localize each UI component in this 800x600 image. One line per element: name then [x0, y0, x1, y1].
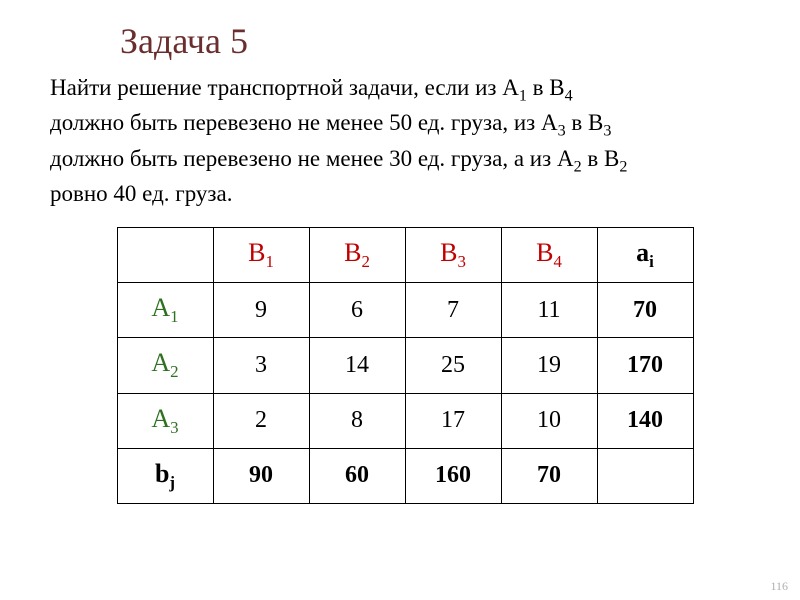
cell-ai: 70 [597, 283, 693, 338]
sub-a1: 1 [519, 75, 527, 100]
problem-line-3: должно быть перевезено не менее 30 ед. г… [50, 146, 574, 171]
problem-line-1b: в В [527, 75, 565, 100]
sub-a3: 3 [558, 110, 566, 135]
row-header-a2: А2 [117, 338, 213, 393]
row-header-a1: А1 [117, 283, 213, 338]
cell-bj: 90 [213, 448, 309, 503]
table-row: А2 3 14 25 19 170 [117, 338, 693, 393]
sub-b2: 2 [619, 146, 627, 171]
empty-corner [117, 227, 213, 282]
col-header-b3: В3 [405, 227, 501, 282]
cell: 6 [309, 283, 405, 338]
table-row: А3 2 8 17 10 140 [117, 393, 693, 448]
problem-text: Найти решение транспортной задачи, если … [50, 72, 760, 209]
sub-b3: 3 [603, 110, 611, 135]
table-row: А1 9 6 7 11 70 [117, 283, 693, 338]
col-header-b4: В4 [501, 227, 597, 282]
problem-line-2: должно быть перевезено не менее 50 ед. г… [50, 110, 558, 135]
cell-bj: 160 [405, 448, 501, 503]
cell-empty [597, 448, 693, 503]
row-header-bj: bj [117, 448, 213, 503]
cell: 7 [405, 283, 501, 338]
cell: 3 [213, 338, 309, 393]
cell-bj: 70 [501, 448, 597, 503]
page-title: Задача 5 [120, 20, 760, 62]
col-header-b1: В1 [213, 227, 309, 282]
cell: 14 [309, 338, 405, 393]
transport-table: В1 В2 В3 В4 аi А1 9 6 7 11 70 А2 3 14 25… [117, 227, 694, 504]
cell: 11 [501, 283, 597, 338]
cell: 10 [501, 393, 597, 448]
cell: 9 [213, 283, 309, 338]
col-header-ai: аi [597, 227, 693, 282]
cell-ai: 170 [597, 338, 693, 393]
problem-line-4: ровно 40 ед. груза. [50, 181, 232, 206]
problem-line-2b: в В [566, 110, 604, 135]
cell: 2 [213, 393, 309, 448]
col-header-b2: В2 [309, 227, 405, 282]
cell: 25 [405, 338, 501, 393]
slide: Задача 5 Найти решение транспортной зада… [0, 0, 800, 600]
cell: 17 [405, 393, 501, 448]
sub-a2: 2 [574, 146, 582, 171]
cell-ai: 140 [597, 393, 693, 448]
problem-line-3b: в В [582, 146, 620, 171]
cell-bj: 60 [309, 448, 405, 503]
problem-line-1a: Найти решение транспортной задачи, если … [50, 75, 519, 100]
sub-b4: 4 [565, 75, 573, 100]
page-number: 116 [770, 580, 788, 592]
table-row-bj: bj 90 60 160 70 [117, 448, 693, 503]
cell: 19 [501, 338, 597, 393]
table-header-row: В1 В2 В3 В4 аi [117, 227, 693, 282]
cell: 8 [309, 393, 405, 448]
row-header-a3: А3 [117, 393, 213, 448]
